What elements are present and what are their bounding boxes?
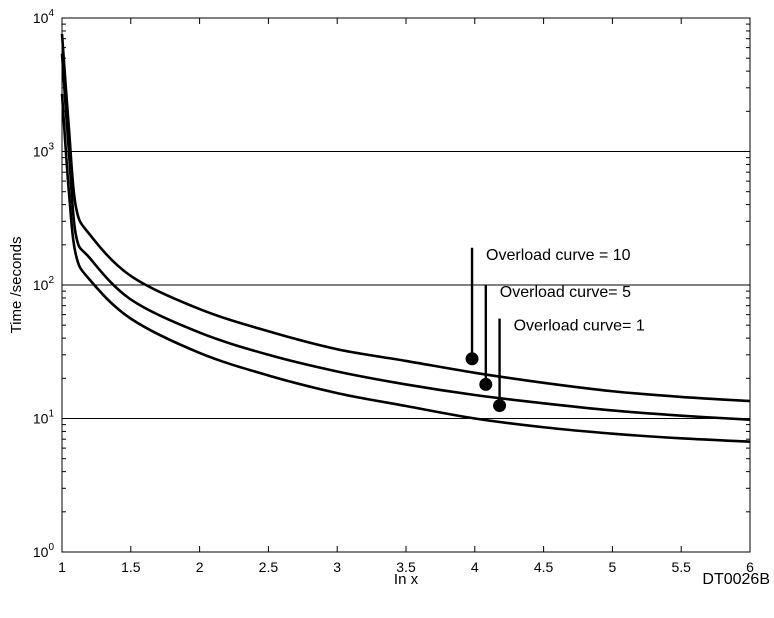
x-tick-label: 1	[58, 559, 66, 575]
x-tick-label: 4	[471, 559, 479, 575]
series-line-3	[60, 93, 751, 444]
x-axis-title: In x	[394, 571, 419, 588]
x-tick-label: 3	[333, 559, 341, 575]
annotation-marker-2	[479, 377, 493, 391]
annotation-label-1: Overload curve = 10	[486, 247, 631, 264]
x-tick-label: 2.5	[259, 559, 279, 575]
annotation-marker-1	[465, 352, 479, 366]
x-tick-labels: 1 1.5 2 2.5 3 3.5 4 4.5 5 5.5 6	[58, 559, 754, 575]
y-tick-labels: 100 101 102 103 104	[33, 8, 55, 560]
x-tick-label: 3.5	[396, 559, 416, 575]
annotation-label-2: Overload curve= 5	[500, 284, 631, 301]
figure-code: DT0026B	[702, 571, 770, 588]
x-tick-label: 2	[196, 559, 204, 575]
series-line-2	[60, 53, 751, 421]
x-tick-label: 5	[609, 559, 617, 575]
x-tick-label: 4.5	[534, 559, 554, 575]
axis-ticks	[61, 17, 751, 553]
y-tick-label: 103	[33, 142, 55, 160]
annotation-label-3: Overload curve= 1	[514, 318, 645, 335]
series-line-1	[60, 33, 751, 403]
x-tick-label: 5.5	[671, 559, 691, 575]
y-tick-label: 104	[33, 8, 55, 26]
y-tick-label: 101	[33, 409, 55, 427]
y-axis-title: Time /seconds	[8, 237, 25, 334]
x-tick-label: 6	[746, 559, 754, 575]
annotation-marker-3	[493, 399, 507, 413]
x-tick-label: 1.5	[121, 559, 141, 575]
y-tick-label: 102	[33, 275, 55, 293]
y-tick-label: 100	[33, 542, 55, 560]
annotations-group: Overload curve = 10 Overload curve= 5 Over…	[465, 247, 645, 413]
grid-lines	[62, 151, 750, 419]
series-group	[60, 33, 751, 444]
